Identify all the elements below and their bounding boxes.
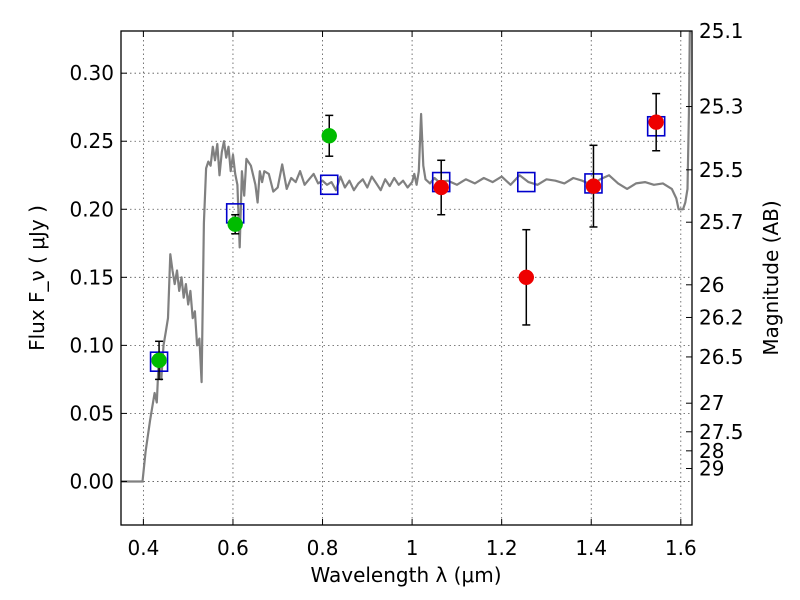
y-axis-title: Flux F_ν ( μJy ) [25,205,49,351]
mag-tick-label: 26.2 [699,305,744,329]
y2-axis-title: Magnitude (AB) [759,200,783,355]
mag-tick-label: 27 [699,391,724,415]
mag-tick-label: 25.5 [699,158,744,182]
red-data-point [518,269,535,286]
mag-tick-label: 29 [699,457,724,481]
x-tick-label: 1.2 [486,536,518,560]
y-tick-label: 0.10 [69,333,114,357]
model-band-square [516,171,536,193]
y-tick-label: 0.05 [69,401,114,425]
red-data-point [648,114,664,130]
x-axis-title: Wavelength λ (μm) [310,563,501,587]
x-tick-label: 1.6 [665,536,697,560]
plot-marks [121,31,692,483]
mag-tick-label: 25.7 [699,210,744,234]
plot-background [121,31,692,525]
x-tick-label: 0.4 [127,536,159,560]
axis-ticks: 0.4 0.6 0.8 1 1.2 1.4 1.6 0.00 0.05 0.10 0.15 0.20 0… [69,19,743,560]
plot-frame [120,30,693,526]
red-data-point [585,178,602,194]
green-data-point [227,216,243,232]
x-tick-label: 1 [406,536,419,560]
y-tick-label: 0.15 [69,265,114,289]
y-tick-label: 0.00 [69,469,114,493]
mag-tick-label: 27.5 [699,420,744,444]
y-tick-label: 0.20 [69,197,114,221]
green-data-point [151,352,167,369]
mag-tick-label: 25.1 [699,19,744,43]
green-data-point [321,128,337,144]
mag-tick-label: 28 [699,439,724,463]
y-tick-label: 0.30 [69,61,114,85]
grid-lines [121,31,692,525]
mag-tick-label: 25.3 [699,95,744,119]
y-tick-label: 0.25 [69,129,114,153]
mag-tick-label: 26 [699,273,724,297]
red-data-point [433,179,449,196]
x-tick-label: 0.6 [217,536,249,560]
model-band-square [319,174,339,196]
mag-tick-label: 26.5 [699,345,744,369]
x-tick-label: 0.8 [307,536,339,560]
x-tick-label: 1.4 [575,536,607,560]
